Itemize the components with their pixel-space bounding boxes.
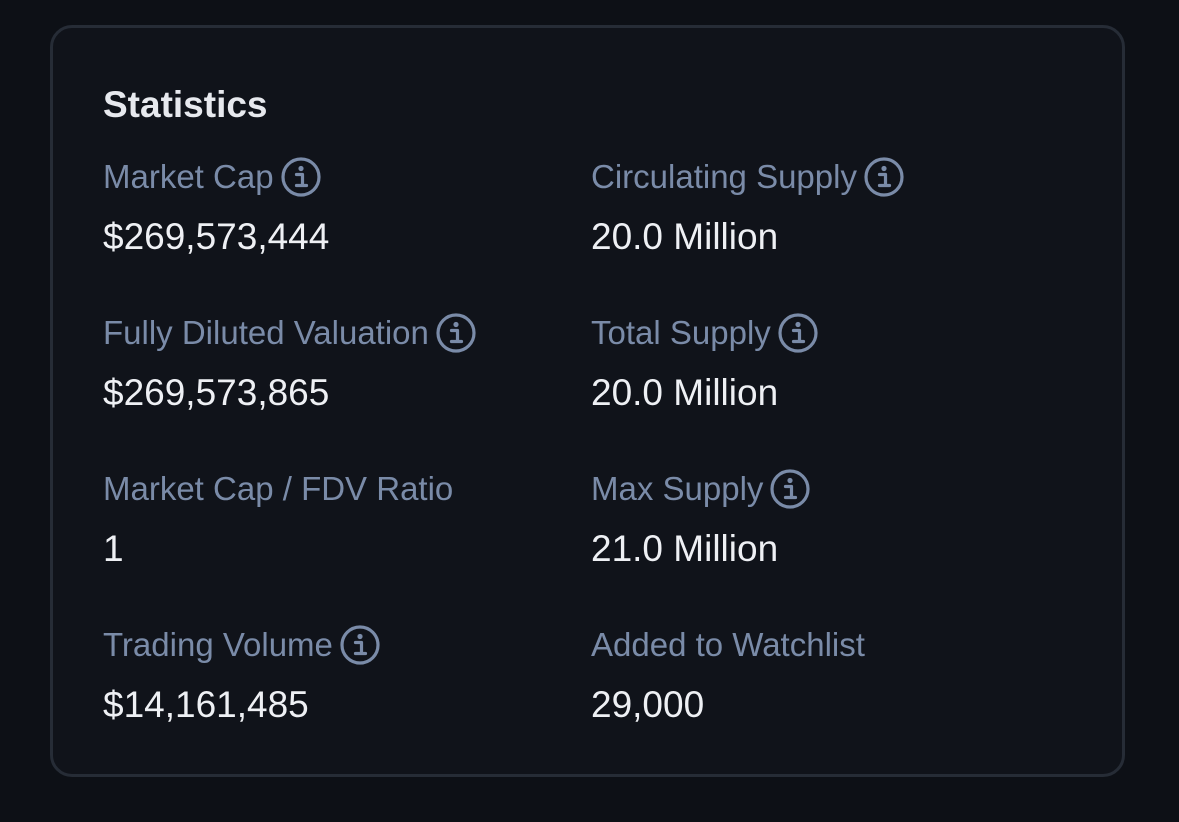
stat-label: Market Cap xyxy=(103,158,274,195)
statistics-card xyxy=(50,25,1125,777)
stat-max-supply: Max Supply 21.0 Million xyxy=(591,467,1061,574)
info-icon[interactable] xyxy=(769,468,811,510)
stat-fully-diluted-valuation: Fully Diluted Valuation $269,573,865 xyxy=(103,311,573,418)
info-icon[interactable] xyxy=(435,312,477,354)
stat-label: Max Supply xyxy=(591,470,764,507)
stat-label: Market Cap / FDV Ratio xyxy=(103,470,454,507)
stat-market-cap-fdv-ratio: Market Cap / FDV Ratio 1 xyxy=(103,467,573,574)
stat-label: Added to Watchlist xyxy=(591,626,865,663)
stat-value: 1 xyxy=(103,528,124,569)
stat-label-row: Trading Volume xyxy=(103,623,573,667)
stat-label-row: Circulating Supply xyxy=(591,155,1061,199)
stat-trading-volume: Trading Volume $14,161,485 xyxy=(103,623,573,730)
stat-label: Trading Volume xyxy=(103,626,333,663)
stat-label: Total Supply xyxy=(591,314,771,351)
stat-total-supply: Total Supply 20.0 Million xyxy=(591,311,1061,418)
stat-value: $269,573,444 xyxy=(103,216,330,257)
stat-label-row: Fully Diluted Valuation xyxy=(103,311,573,355)
stat-label-row: Total Supply xyxy=(591,311,1061,355)
statistics-title: Statistics xyxy=(103,84,268,125)
stat-value: 21.0 Million xyxy=(591,528,779,569)
stat-value: 20.0 Million xyxy=(591,372,779,413)
stat-label-row: Market Cap xyxy=(103,155,573,199)
stat-value: 20.0 Million xyxy=(591,216,779,257)
stat-label-row: Added to Watchlist xyxy=(591,623,1061,667)
stat-value: 29,000 xyxy=(591,684,705,725)
stat-label: Fully Diluted Valuation xyxy=(103,314,429,351)
stat-circulating-supply: Circulating Supply 20.0 Million xyxy=(591,155,1061,262)
info-icon[interactable] xyxy=(339,624,381,666)
stat-label: Circulating Supply xyxy=(591,158,857,195)
stat-market-cap: Market Cap $269,573,444 xyxy=(103,155,573,262)
stat-label-row: Max Supply xyxy=(591,467,1061,511)
info-icon[interactable] xyxy=(777,312,819,354)
stat-added-to-watchlist: Added to Watchlist 29,000 xyxy=(591,623,1061,730)
stat-value: $14,161,485 xyxy=(103,684,309,725)
info-icon[interactable] xyxy=(863,156,905,198)
info-icon[interactable] xyxy=(280,156,322,198)
stat-label-row: Market Cap / FDV Ratio xyxy=(103,467,573,511)
stat-value: $269,573,865 xyxy=(103,372,330,413)
